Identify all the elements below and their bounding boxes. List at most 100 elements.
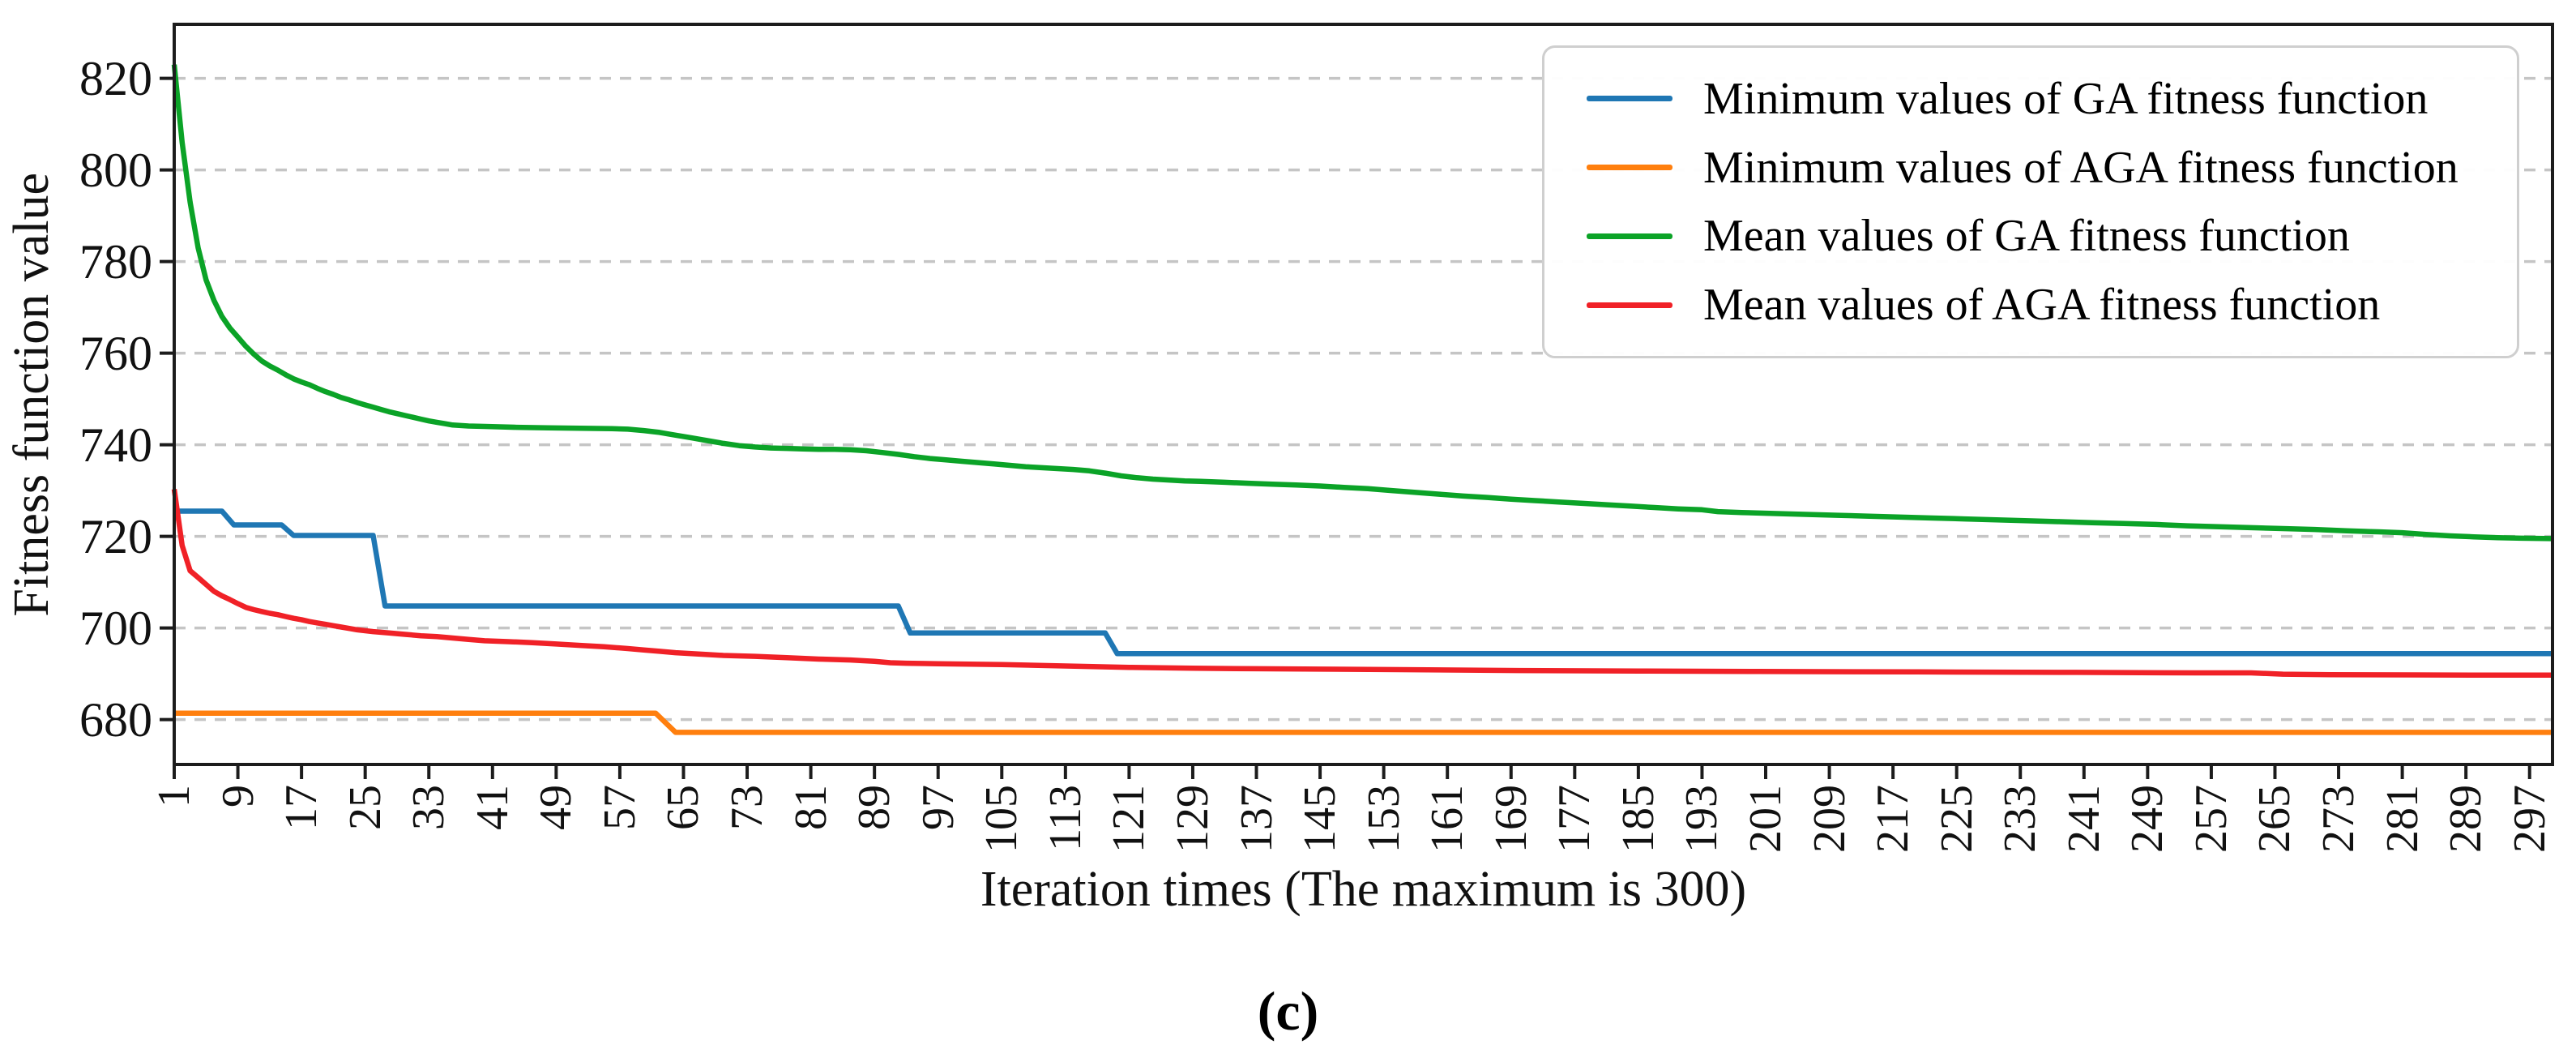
series-line-mean-values-of-ga-fitness-function (171, 64, 2553, 542)
x-tick-label-text: 25 (340, 785, 391, 830)
x-tick-label: 265 (2249, 785, 2300, 853)
x-tick-label-text: 225 (1931, 785, 1982, 853)
legend-item: Minimum values of GA fitness function (1587, 73, 2501, 125)
x-tick-label: 97 (912, 785, 964, 830)
y-tick-label: 820 (79, 51, 152, 105)
y-tick-label: 680 (79, 692, 152, 747)
x-tick-label: 49 (530, 785, 582, 830)
series-line-minimum-values-of-ga-fitness-function (174, 508, 2553, 657)
x-tick-label-text: 257 (2185, 785, 2236, 853)
x-tick-label: 121 (1103, 785, 1155, 853)
x-tick-label: 297 (2504, 785, 2556, 853)
x-tick-label-text: 241 (2058, 785, 2109, 853)
x-tick-label: 177 (1549, 785, 1600, 853)
x-tick-label: 137 (1231, 785, 1283, 853)
x-tick-label-text: 177 (1549, 785, 1600, 853)
x-tick-label-text: 105 (976, 785, 1027, 853)
x-tick-label: 57 (594, 785, 646, 830)
x-tick-label-text: 209 (1804, 785, 1855, 853)
legend: Minimum values of GA fitness function Min… (1542, 45, 2519, 358)
x-tick-label: 209 (1804, 785, 1856, 853)
plot-frame (173, 23, 2554, 766)
y-tick-label: 800 (79, 143, 152, 197)
x-tick-label: 153 (1358, 785, 1410, 853)
y-tick-label: 760 (79, 326, 152, 380)
x-tick-label-text: 49 (531, 785, 582, 830)
x-tick-label-text: 265 (2249, 785, 2300, 853)
legend-item: Mean values of GA fitness function (1587, 210, 2501, 262)
x-tick-label: 1 (148, 785, 200, 807)
x-tick-label: 81 (785, 785, 837, 830)
x-tick-label: 217 (1867, 785, 1919, 853)
x-tick-label: 33 (403, 785, 455, 830)
x-tick-label-text: 57 (594, 785, 645, 830)
x-tick-label: 113 (1040, 785, 1091, 851)
x-tick-label-text: 1 (149, 785, 199, 807)
legend-label: Minimum values of AGA fitness function (1703, 142, 2459, 193)
x-tick-label: 289 (2440, 785, 2492, 853)
x-tick-label-text: 65 (658, 785, 709, 830)
x-tick-label-text: 297 (2504, 785, 2555, 853)
x-tick-label-text: 153 (1358, 785, 1409, 853)
x-tick-label: 185 (1613, 785, 1664, 853)
x-tick-label: 145 (1294, 785, 1346, 853)
x-tick-label: 25 (340, 785, 391, 830)
legend-item: Mean values of AGA fitness function (1587, 279, 2501, 331)
x-tick-label-text: 217 (1868, 785, 1919, 853)
x-tick-label-text: 137 (1231, 785, 1282, 853)
legend-label: Mean values of AGA fitness function (1703, 280, 2381, 331)
x-tick-label: 65 (657, 785, 709, 830)
x-tick-label-text: 97 (912, 785, 963, 830)
legend-swatch (1587, 302, 1672, 308)
x-tick-label: 257 (2185, 785, 2237, 853)
legend-swatch (1587, 233, 1672, 239)
x-tick-label: 89 (848, 785, 900, 830)
x-tick-label: 105 (976, 785, 1027, 853)
x-tick-label-text: 185 (1613, 785, 1664, 853)
y-tick-label: 740 (79, 418, 152, 472)
x-tick-label: 41 (467, 785, 519, 830)
x-tick-label: 169 (1485, 785, 1537, 853)
legend-item: Minimum values of AGA fitness function (1587, 142, 2501, 194)
x-tick-label: 249 (2121, 785, 2173, 853)
x-tick-label: 281 (2377, 785, 2429, 853)
x-tick-label-text: 233 (1995, 785, 2046, 853)
y-tick-label: 720 (79, 509, 152, 563)
legend-swatch (1587, 165, 1672, 171)
x-tick-label-text: 113 (1040, 785, 1091, 851)
x-tick-label-text: 249 (2122, 785, 2173, 853)
x-axis-label: Iteration times (The maximum is 300) (980, 862, 1747, 917)
x-tick-label-text: 273 (2313, 785, 2365, 853)
x-tick-label-text: 145 (1295, 785, 1346, 853)
x-tick-label-text: 161 (1422, 785, 1473, 853)
legend-label: Mean values of GA fitness function (1703, 211, 2350, 262)
x-tick-label-text: 289 (2441, 785, 2492, 853)
chart-caption: (c) (1257, 980, 1319, 1042)
x-tick-label-text: 121 (1104, 785, 1155, 853)
x-tick-label: 193 (1676, 785, 1728, 853)
y-tick-label: 780 (79, 234, 152, 289)
x-tick-label: 17 (276, 785, 327, 830)
x-tick-label-text: 89 (849, 785, 900, 830)
x-tick-label-text: 193 (1677, 785, 1728, 853)
x-tick-label-text: 129 (1167, 785, 1218, 853)
x-tick-label-text: 169 (1485, 785, 1536, 853)
x-tick-label-text: 201 (1741, 785, 1791, 853)
x-tick-label: 233 (1994, 785, 2046, 853)
legend-swatch (1587, 96, 1672, 102)
x-tick-label-text: 41 (467, 785, 518, 830)
series-line-minimum-values-of-aga-fitness-function (174, 710, 2553, 735)
x-tick-label: 73 (721, 785, 773, 830)
x-tick-label: 161 (1421, 785, 1473, 853)
x-tick-label: 9 (212, 785, 264, 807)
x-tick-label: 129 (1167, 785, 1219, 853)
x-tick-label: 241 (2058, 785, 2110, 853)
x-tick-label: 225 (1931, 785, 1983, 853)
x-tick-label-text: 9 (212, 785, 263, 807)
legend-label: Minimum values of GA fitness function (1703, 73, 2429, 124)
series-line-mean-values-of-aga-fitness-function (171, 488, 2553, 679)
x-tick-label-text: 17 (276, 785, 327, 830)
y-tick-label: 700 (79, 601, 152, 655)
x-tick-label-text: 33 (404, 785, 455, 830)
